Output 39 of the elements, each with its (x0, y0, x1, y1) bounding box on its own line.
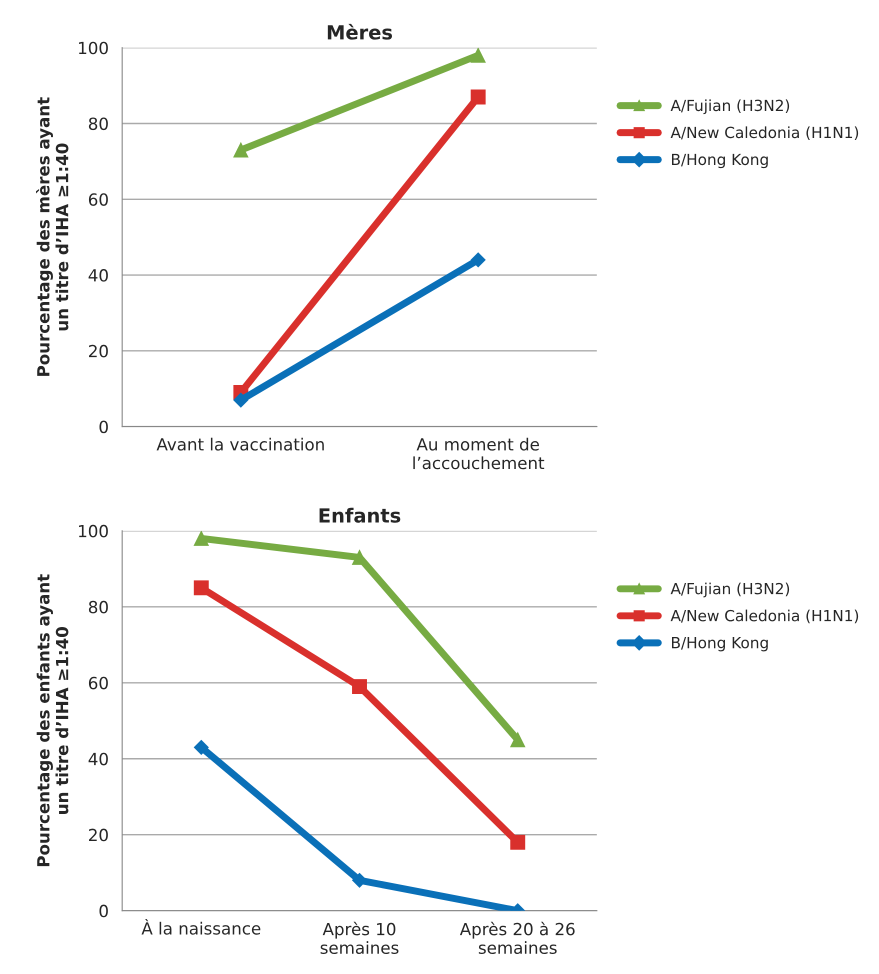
x-tick-label: Au moment de l’accouchement (413, 438, 544, 470)
point (233, 142, 248, 158)
y-tick-label: 60 (88, 193, 108, 206)
y-tick-label: 40 (88, 752, 108, 766)
legend-label: A/New Caledonia (H1N1) (670, 126, 858, 140)
y-tick-label: 100 (79, 42, 108, 54)
legend-label: B/Hong Kong (672, 637, 768, 652)
point (352, 872, 367, 888)
y-tick-label: 0 (99, 904, 108, 918)
chart-title: Enfants (320, 508, 400, 523)
y-tick-label: 20 (89, 344, 108, 358)
point (233, 392, 248, 408)
legend-label: A/Fujian (H3N2) (670, 582, 790, 598)
legend-label: A/New Caledonia (H1N1) (670, 610, 858, 624)
point (470, 90, 486, 104)
y-tick-label: 40 (88, 269, 108, 282)
point (194, 580, 209, 596)
y-tick-label: 80 (88, 600, 108, 614)
point (194, 530, 209, 546)
x-tick-label: Après 20 à 26 semaines (460, 922, 575, 954)
point (510, 834, 526, 850)
y-axis-title: Pourcentage des enfants ayant un titre d’IHA ≥1:40 (36, 574, 68, 866)
y-tick-label: 80 (88, 117, 108, 130)
point (352, 679, 367, 694)
point (194, 740, 209, 755)
chart-title: Mères (328, 24, 392, 40)
point (510, 732, 526, 748)
point (470, 48, 486, 63)
legend-label: B/Hong Kong (672, 154, 768, 168)
x-tick-label: Avant la vaccination (156, 438, 324, 451)
x-tick-label: À la naissance (142, 919, 260, 935)
y-axis-title: Pourcentage des mères ayant un titre d’IHA ≥1:40 (36, 97, 68, 376)
x-tick-label: Après 10 semaines (320, 922, 398, 954)
y-tick-label: 0 (99, 420, 108, 434)
y-tick-label: 60 (88, 676, 108, 690)
y-tick-label: 20 (89, 828, 108, 842)
legend-label: A/Fujian (H3N2) (670, 99, 790, 114)
y-tick-label: 100 (79, 524, 108, 538)
point (470, 252, 486, 268)
